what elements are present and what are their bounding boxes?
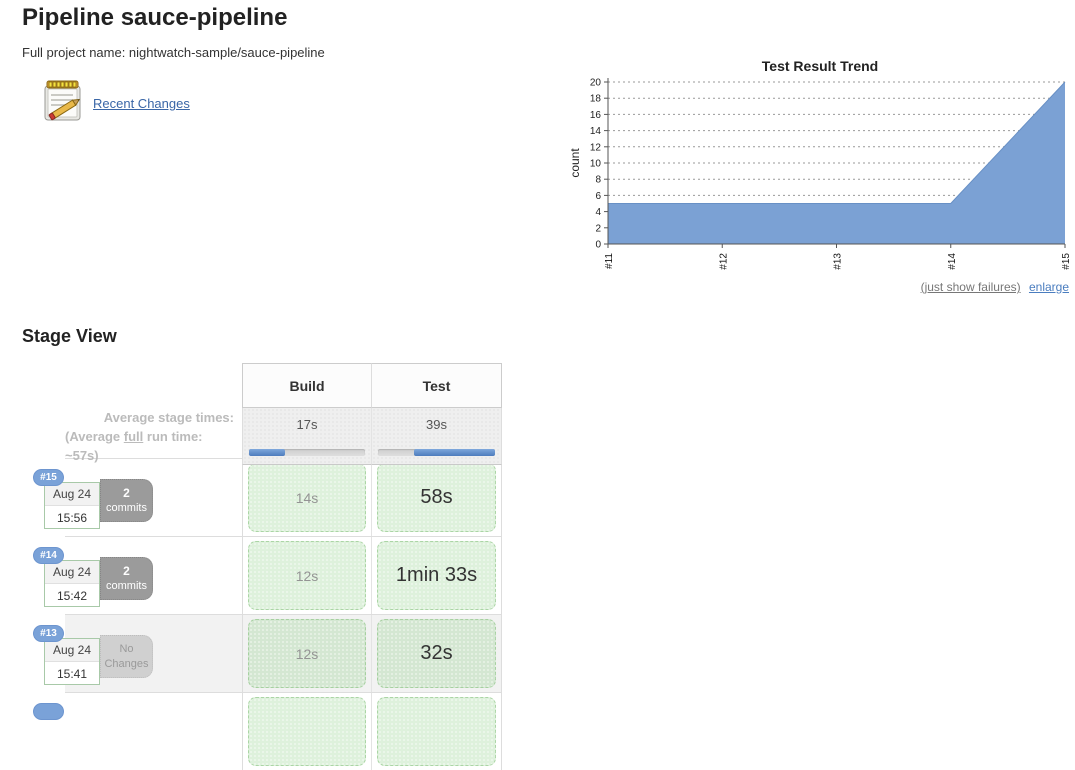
stage-cell-build[interactable]: 12s <box>248 619 366 688</box>
svg-text:20: 20 <box>590 78 602 89</box>
build-number-badge[interactable] <box>33 703 64 720</box>
stage-cell-build[interactable]: 12s <box>248 541 366 610</box>
build-datetime-box[interactable]: Aug 24 15:42 <box>44 560 100 607</box>
build-number-badge[interactable]: #13 <box>33 625 64 642</box>
test-avg-progress-bar <box>378 449 495 456</box>
full-project-name: Full project name: nightwatch-sample/sau… <box>22 45 325 60</box>
svg-text:0: 0 <box>595 240 601 251</box>
no-changes-box: No Changes <box>100 635 153 678</box>
test-result-trend-chart[interactable]: Test Result Trend 0 2 4 6 8 10 12 14 16 18 20 #11 #1… <box>565 55 1075 299</box>
svg-text:count: count <box>568 148 582 178</box>
average-times-label: Average stage times: (Average full run t… <box>65 410 234 463</box>
trend-links: (just show failures) enlarge <box>565 280 1069 294</box>
svg-text:4: 4 <box>595 207 601 218</box>
stage-view-rows: #15 Aug 24 15:56 2 commits 14s 58s #14 A… <box>33 458 502 770</box>
stage-cell-test[interactable]: 58s <box>377 463 496 532</box>
run-info-cell: #15 Aug 24 15:56 2 commits <box>33 459 242 536</box>
stage-cell-test[interactable]: 32s <box>377 619 496 688</box>
svg-text:#14: #14 <box>947 253 958 270</box>
table-row-partial <box>33 692 502 770</box>
table-row-build-14: #14 Aug 24 15:42 2 commits 12s 1min 33s <box>33 536 502 614</box>
enlarge-link[interactable]: enlarge <box>1028 280 1069 294</box>
table-row-build-15: #15 Aug 24 15:56 2 commits 14s 58s <box>33 458 502 536</box>
recent-changes-link[interactable]: Recent Changes <box>93 96 190 111</box>
svg-text:16: 16 <box>590 110 602 121</box>
stage-column-header-build: Build <box>242 363 372 408</box>
svg-text:2: 2 <box>595 223 601 234</box>
stage-column-header-test: Test <box>372 363 502 408</box>
svg-text:#13: #13 <box>833 253 844 270</box>
average-test-time: 39s <box>372 408 502 465</box>
trend-area-chart[interactable]: 0 2 4 6 8 10 12 14 16 18 20 #11 #12 #13 #14 #15 count <box>565 74 1075 299</box>
stage-view-heading: Stage View <box>22 326 117 346</box>
build-number-badge[interactable]: #15 <box>33 469 64 486</box>
page-title: Pipeline sauce-pipeline <box>22 4 288 31</box>
svg-text:8: 8 <box>595 175 601 186</box>
stage-header-row: Build Test <box>65 363 502 408</box>
build-datetime-box[interactable]: Aug 24 15:41 <box>44 638 100 685</box>
run-info-cell: #13 Aug 24 15:41 No Changes <box>33 615 242 692</box>
trend-chart-title: Test Result Trend <box>761 58 879 74</box>
run-info-cell: #14 Aug 24 15:42 2 commits <box>33 537 242 614</box>
commits-box[interactable]: 2 commits <box>100 557 153 600</box>
table-row-build-13: #13 Aug 24 15:41 No Changes 12s 32s <box>33 614 502 692</box>
average-stage-times-row: Average stage times: (Average full run t… <box>65 408 502 465</box>
build-avg-progress-bar <box>249 449 365 456</box>
stage-cell-test[interactable]: 1min 33s <box>377 541 496 610</box>
svg-text:18: 18 <box>590 94 602 105</box>
build-datetime-box[interactable]: Aug 24 15:56 <box>44 482 100 529</box>
notepad-icon <box>40 79 86 128</box>
stage-cell-build[interactable] <box>248 697 366 766</box>
recent-changes-row: Recent Changes <box>40 79 190 128</box>
just-show-failures-link[interactable]: (just show failures) <box>920 280 1021 294</box>
svg-text:#11: #11 <box>604 253 615 269</box>
build-number-badge[interactable]: #14 <box>33 547 64 564</box>
stage-cell-build[interactable]: 14s <box>248 463 366 532</box>
commits-box[interactable]: 2 commits <box>100 479 153 522</box>
stage-header-spacer <box>65 363 242 408</box>
svg-text:#15: #15 <box>1061 253 1072 270</box>
svg-text:12: 12 <box>590 142 602 153</box>
average-build-time: 17s <box>242 408 372 465</box>
svg-text:10: 10 <box>590 159 602 170</box>
svg-text:#12: #12 <box>718 253 729 270</box>
stage-view-table: Build Test Average stage times: (Average… <box>33 363 502 770</box>
stage-cell-test[interactable] <box>377 697 496 766</box>
svg-text:6: 6 <box>595 191 601 202</box>
svg-text:14: 14 <box>590 126 602 137</box>
